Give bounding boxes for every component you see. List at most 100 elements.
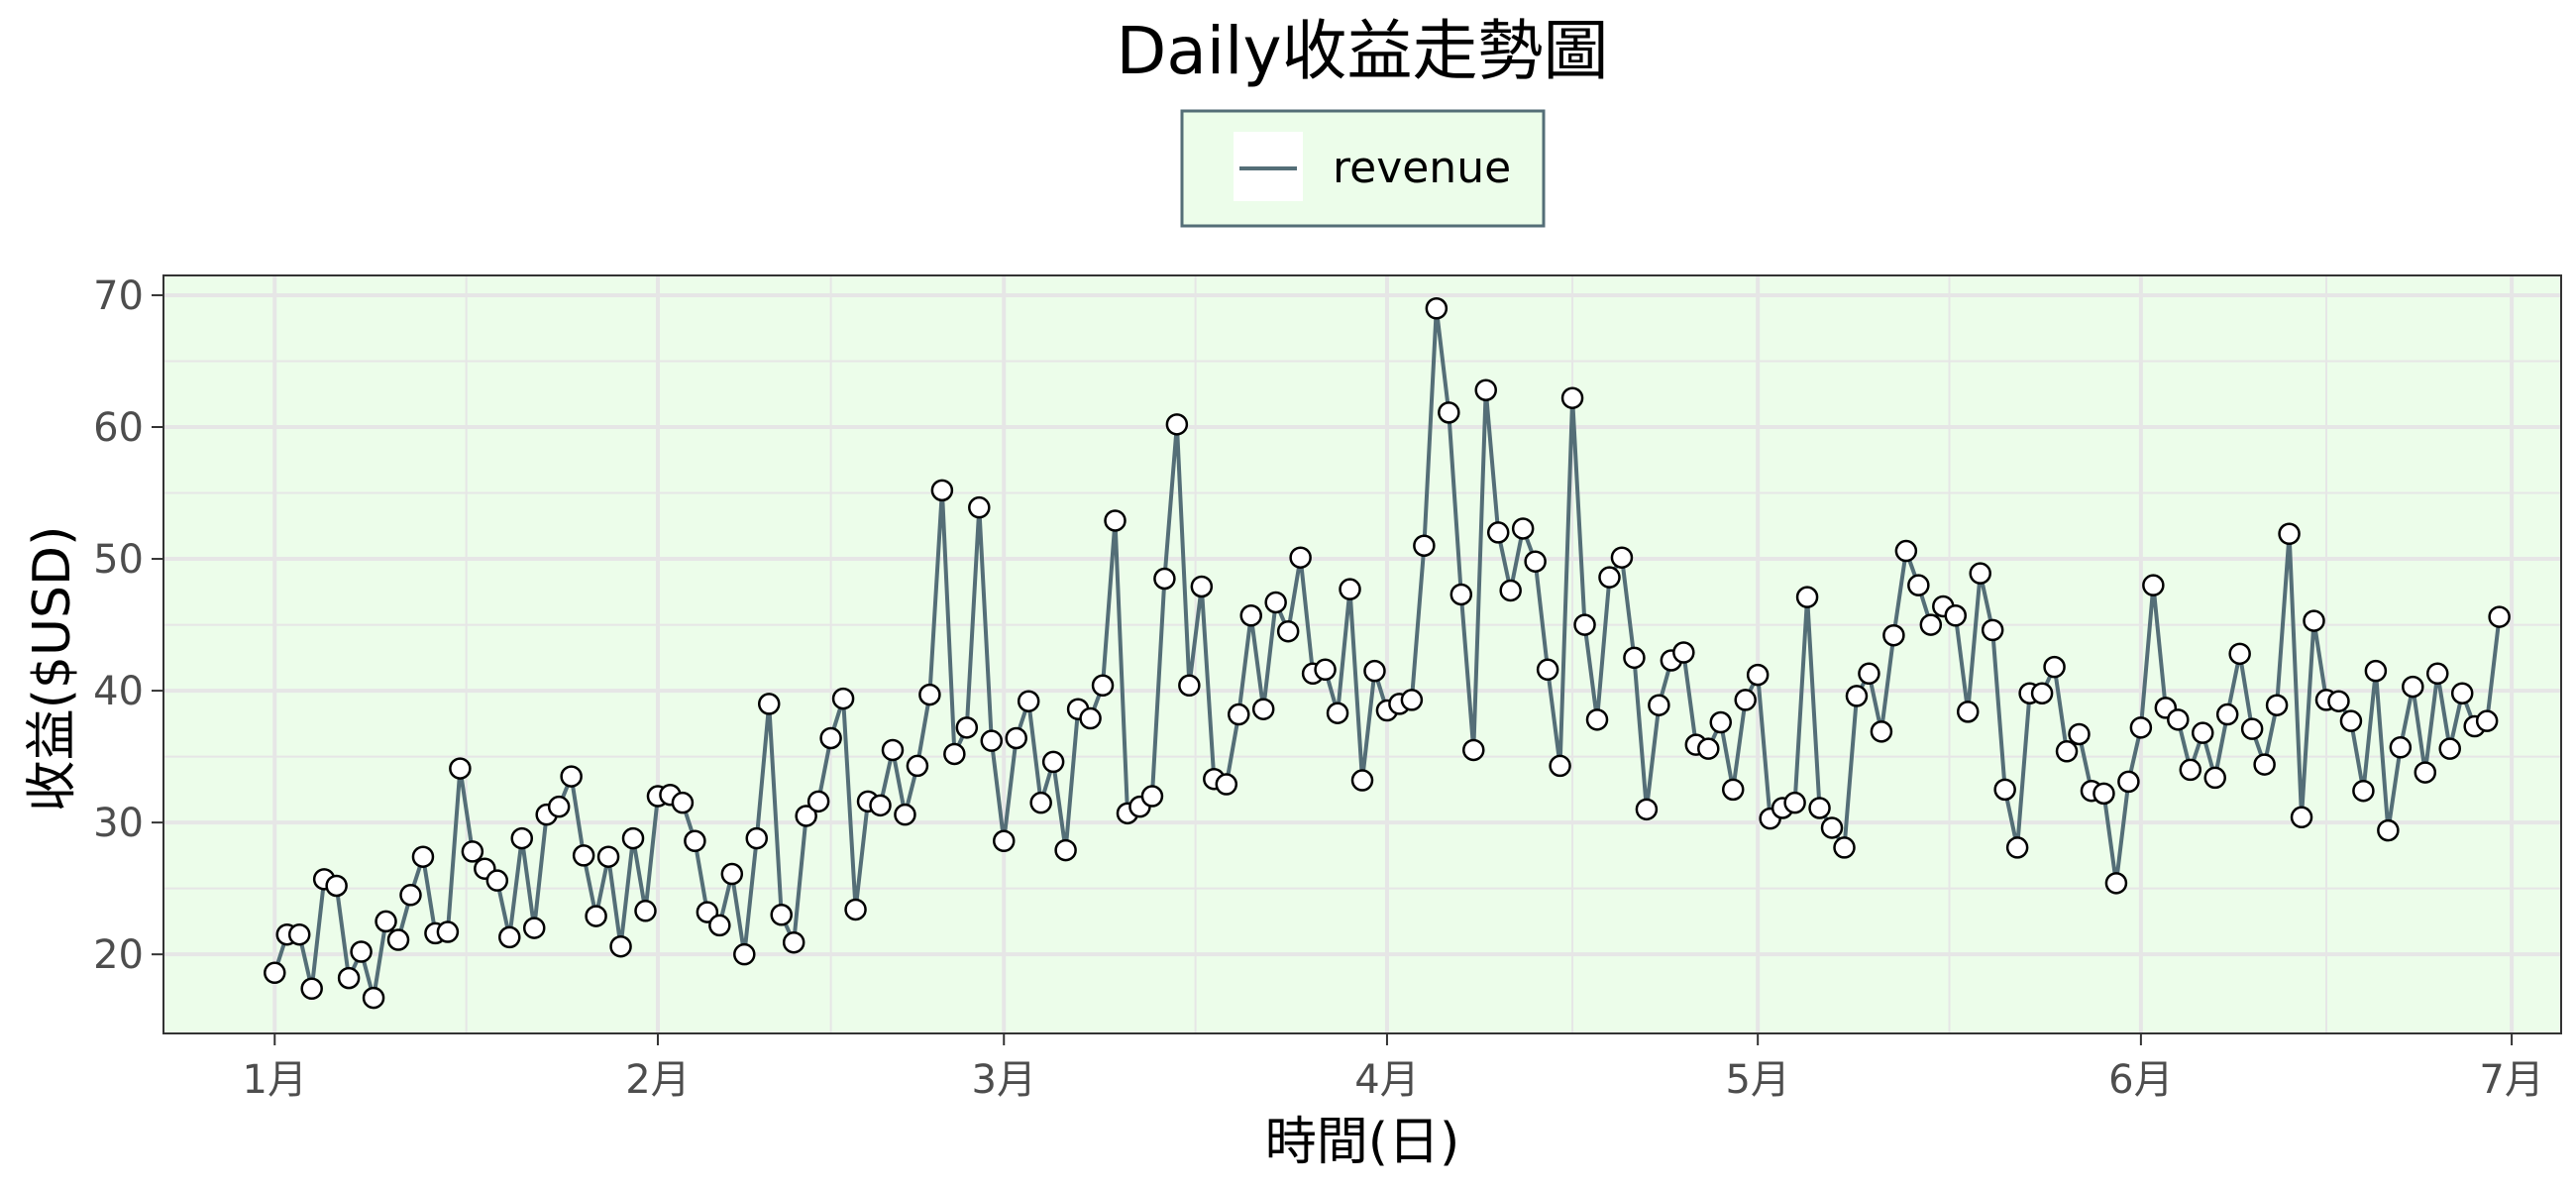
data-point <box>1190 575 1214 598</box>
y-tick-label: 50 <box>93 537 144 583</box>
data-point <box>1907 574 1930 596</box>
data-point <box>1400 689 1424 711</box>
data-point <box>510 826 534 850</box>
data-point <box>1215 773 1238 796</box>
data-point <box>2104 872 2128 895</box>
x-tick-label: 1月 <box>243 1057 307 1103</box>
data-point <box>2475 709 2499 732</box>
data-point <box>708 914 731 937</box>
data-point <box>1697 737 1720 760</box>
plot-panel-border <box>162 274 2562 1034</box>
data-point <box>2352 779 2375 803</box>
data-point <box>287 922 311 946</box>
data-point <box>2093 782 2115 806</box>
data-point <box>1017 690 1040 712</box>
data-point <box>1795 586 1819 608</box>
data-point <box>572 844 595 867</box>
data-point <box>1919 613 1943 636</box>
data-point <box>2426 662 2449 686</box>
data-point <box>831 687 855 710</box>
data-point <box>1413 534 1436 557</box>
data-point <box>1573 613 1596 636</box>
data-point <box>2389 736 2413 759</box>
data-point <box>1870 720 1893 743</box>
data-point <box>375 910 397 933</box>
data-point <box>671 791 695 814</box>
data-point <box>1499 579 1522 602</box>
data-point <box>2191 721 2214 744</box>
data-point <box>399 884 422 907</box>
data-point <box>2290 806 2313 829</box>
data-point <box>362 986 385 1010</box>
data-point <box>621 826 645 850</box>
data-point <box>2228 642 2251 666</box>
data-point <box>1486 521 1510 544</box>
y-tick-label: 40 <box>93 669 144 714</box>
data-point <box>1783 791 1806 814</box>
data-point <box>918 683 941 706</box>
data-point <box>1635 798 1659 821</box>
data-point <box>819 726 842 750</box>
data-point <box>1549 754 1571 778</box>
data-point <box>386 928 410 951</box>
data-point <box>560 765 583 788</box>
data-point <box>869 794 892 817</box>
data-point <box>1264 591 1287 614</box>
data-point <box>1339 578 1361 600</box>
data-point <box>1956 701 1980 723</box>
data-point <box>955 716 979 739</box>
data-point <box>770 904 793 926</box>
data-point <box>350 940 373 963</box>
data-point <box>2303 609 2325 632</box>
data-point <box>980 729 1004 752</box>
data-point <box>1438 401 1460 424</box>
data-point <box>757 693 781 715</box>
data-point <box>1314 658 1337 682</box>
legend-label-revenue: revenue <box>1333 143 1511 193</box>
data-point <box>2450 682 2474 704</box>
data-point <box>1091 674 1115 698</box>
data-point <box>1449 583 1473 606</box>
data-point <box>596 845 620 868</box>
data-point <box>2117 770 2140 794</box>
data-point <box>1524 550 1547 573</box>
data-point <box>2377 818 2400 842</box>
data-point <box>1029 791 1052 814</box>
data-point <box>782 930 805 954</box>
data-point <box>2203 766 2226 790</box>
data-point <box>844 898 867 921</box>
legend: revenue <box>1180 109 1546 228</box>
data-point <box>1425 297 1449 320</box>
data-point <box>2030 682 2054 704</box>
data-point <box>1104 509 1127 532</box>
data-point <box>1326 702 1349 724</box>
data-point <box>264 961 286 985</box>
x-tick-label: 2月 <box>625 1057 690 1103</box>
data-point <box>2327 690 2350 712</box>
data-point <box>894 803 916 826</box>
x-axis-title: 時間(日) <box>1265 1113 1460 1172</box>
data-point <box>2488 605 2511 628</box>
chart-title: Daily收益走勢圖 <box>1117 13 1609 89</box>
data-point <box>449 757 472 780</box>
data-point <box>1363 659 1386 683</box>
data-point <box>1969 562 1991 585</box>
data-point <box>325 874 348 898</box>
data-point <box>300 977 323 1001</box>
data-point <box>1845 685 1869 707</box>
data-point <box>1944 604 1968 627</box>
data-point <box>1474 378 1497 401</box>
data-point <box>1289 546 1312 569</box>
data-point <box>2253 753 2276 776</box>
y-tick-label: 70 <box>93 273 144 319</box>
data-point <box>1820 816 1844 839</box>
data-point <box>2414 761 2437 784</box>
data-point <box>2129 716 2153 739</box>
data-point <box>1833 836 1856 859</box>
data-point <box>968 495 991 519</box>
data-point <box>2179 758 2202 782</box>
data-point <box>2142 574 2165 596</box>
data-point <box>1005 726 1027 750</box>
data-point <box>2167 708 2190 731</box>
